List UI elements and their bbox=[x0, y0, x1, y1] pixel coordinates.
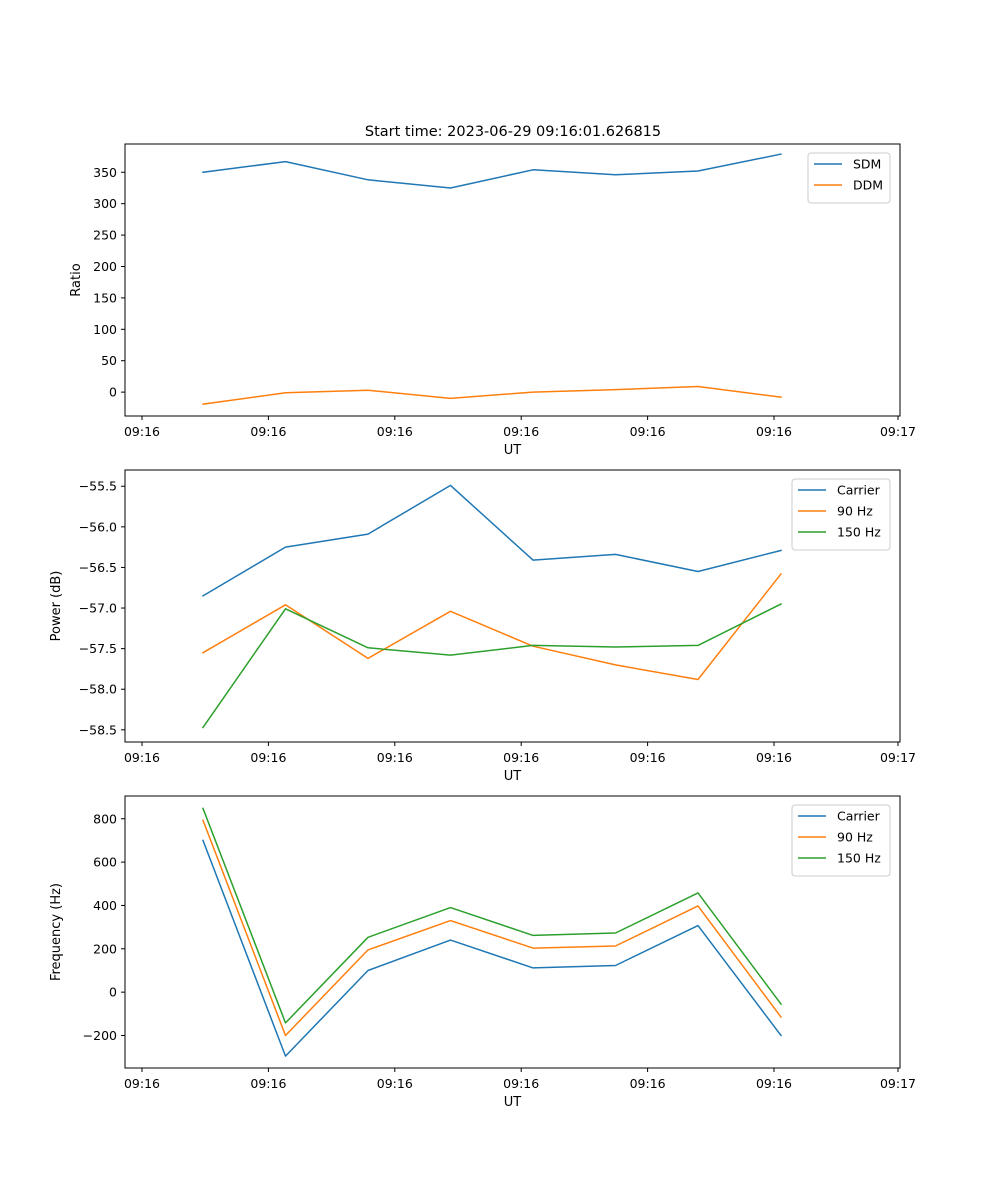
x-tick-label: 09:16 bbox=[503, 424, 539, 439]
y-tick-label: 400 bbox=[93, 898, 117, 913]
y-tick-label: 0 bbox=[109, 385, 117, 400]
legend-label: 150 Hz bbox=[837, 525, 881, 540]
y-tick-label: −56.0 bbox=[79, 519, 117, 534]
legend: SDM DDM bbox=[807, 152, 891, 204]
y-tick-label: −55.5 bbox=[79, 479, 117, 494]
chart-panel-3: −200 0 200 400 600 800 09:16 09:16 09:16 09:16 09:… bbox=[49, 795, 916, 1110]
y-tick-label: 0 bbox=[109, 985, 117, 1000]
x-tick-label: 09:16 bbox=[756, 750, 792, 765]
y-tick-label: 150 bbox=[93, 290, 117, 305]
x-axis-label: UT bbox=[504, 769, 522, 784]
legend-label: 90 Hz bbox=[837, 504, 873, 519]
y-tick-label: −200 bbox=[83, 1028, 117, 1043]
y-tick-label: −56.5 bbox=[79, 560, 117, 575]
x-tick-label: 09:17 bbox=[880, 424, 916, 439]
plot-area bbox=[124, 143, 901, 417]
series-line-carrier bbox=[202, 839, 783, 1057]
x-tick-label: 09:16 bbox=[377, 424, 413, 439]
x-tick-label: 09:16 bbox=[124, 1076, 160, 1091]
figure-title: Start time: 2023-06-29 09:16:01.626815 bbox=[365, 124, 661, 140]
panels: 0 50 100 150 200 250 300 350 09:16 09:16 09:16 09:1… bbox=[49, 143, 916, 1110]
legend-label: SDM bbox=[853, 157, 881, 172]
series-line-sdm bbox=[202, 153, 782, 189]
legend: Carrier 90 Hz 150 Hz bbox=[791, 804, 891, 877]
x-tick-label: 09:16 bbox=[630, 750, 666, 765]
x-tick-label: 09:16 bbox=[377, 1076, 413, 1091]
y-tick-label: 800 bbox=[93, 811, 117, 826]
legend-label: 90 Hz bbox=[837, 830, 873, 845]
series-line-150-hz bbox=[201, 602, 783, 729]
x-tick-label: 09:16 bbox=[250, 424, 286, 439]
plot-area bbox=[124, 469, 901, 743]
y-tick-label: 50 bbox=[101, 353, 117, 368]
x-tick-label: 09:16 bbox=[124, 424, 160, 439]
legend-label: Carrier bbox=[837, 483, 881, 498]
plot-area bbox=[124, 795, 901, 1069]
x-tick-label: 09:16 bbox=[756, 1076, 792, 1091]
y-tick-label: 250 bbox=[93, 228, 117, 243]
y-tick-label: 300 bbox=[93, 196, 117, 211]
x-tick-label: 09:16 bbox=[124, 750, 160, 765]
x-tick-label: 09:17 bbox=[880, 1076, 916, 1091]
y-tick-label: 200 bbox=[93, 259, 117, 274]
y-tick-label: −57.5 bbox=[79, 641, 117, 656]
chart-panel-2: −58.5 −58.0 −57.5 −57.0 −56.5 −56.0 −55.5 09:16… bbox=[49, 469, 916, 784]
series-line-150-hz bbox=[202, 807, 783, 1024]
y-tick-label: 600 bbox=[93, 855, 117, 870]
x-tick-label: 09:16 bbox=[630, 424, 666, 439]
x-tick-label: 09:16 bbox=[250, 750, 286, 765]
y-tick-label: 200 bbox=[93, 941, 117, 956]
y-tick-label: −58.5 bbox=[79, 722, 117, 737]
legend-label: 150 Hz bbox=[837, 851, 881, 866]
series-line-90-hz bbox=[202, 819, 783, 1037]
x-tick-label: 09:16 bbox=[250, 1076, 286, 1091]
y-tick-label: −58.0 bbox=[79, 682, 117, 697]
legend-label: DDM bbox=[853, 178, 883, 193]
y-axis-label: Frequency (Hz) bbox=[49, 883, 64, 981]
x-axis-label: UT bbox=[504, 1095, 522, 1110]
y-tick-label: 350 bbox=[93, 165, 117, 180]
x-tick-label: 09:16 bbox=[377, 750, 413, 765]
y-axis-label: Ratio bbox=[69, 263, 84, 296]
chart-panel-1: 0 50 100 150 200 250 300 350 09:16 09:16 09:16 09:1… bbox=[69, 143, 916, 458]
series-line-90-hz bbox=[201, 572, 783, 681]
series-line-ddm bbox=[202, 385, 782, 405]
y-axis-label: Power (dB) bbox=[49, 571, 64, 642]
x-axis-label: UT bbox=[504, 443, 522, 458]
x-tick-label: 09:16 bbox=[756, 424, 792, 439]
x-tick-label: 09:16 bbox=[630, 1076, 666, 1091]
legend-box bbox=[807, 152, 891, 204]
x-tick-label: 09:16 bbox=[503, 750, 539, 765]
legend-label: Carrier bbox=[837, 809, 881, 824]
series-line-carrier bbox=[201, 484, 782, 597]
x-tick-label: 09:16 bbox=[503, 1076, 539, 1091]
y-tick-label: 100 bbox=[93, 322, 117, 337]
x-tick-label: 09:17 bbox=[880, 750, 916, 765]
legend: Carrier 90 Hz 150 Hz bbox=[791, 478, 891, 551]
y-tick-label: −57.0 bbox=[79, 601, 117, 616]
